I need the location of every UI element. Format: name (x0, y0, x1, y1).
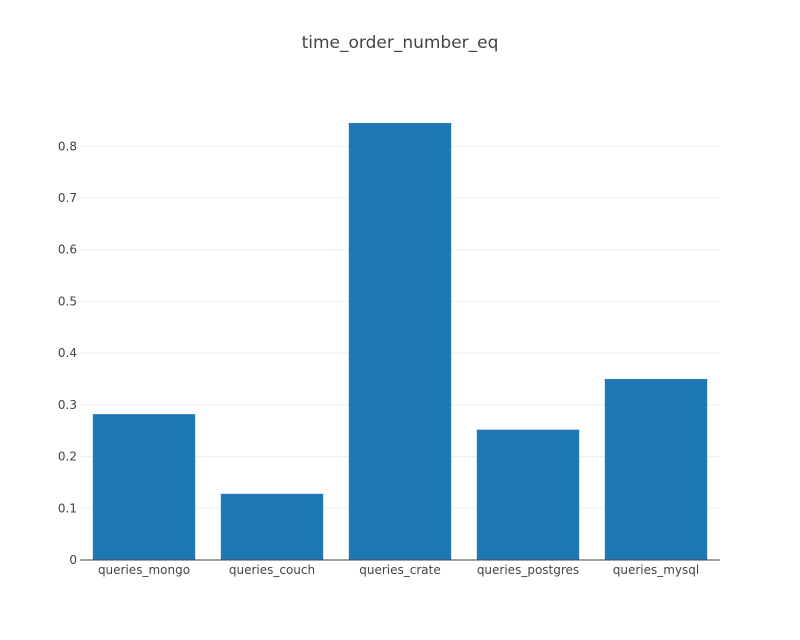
y-tick-label: 0.5 (58, 294, 77, 308)
y-tick-label: 0 (69, 553, 77, 567)
y-tick-label: 0.2 (58, 450, 77, 464)
bar (92, 414, 196, 560)
x-tick-label: queries_couch (229, 563, 315, 577)
x-tick-label: queries_mongo (98, 563, 190, 577)
tick-labels: 0 0.1 0.2 0.3 0.4 0.5 0.6 0.7 0.8 queries_mongo qu… (58, 139, 699, 577)
y-tick-label: 0.1 (58, 501, 77, 515)
y-tick-label: 0.7 (58, 191, 77, 205)
bars (92, 123, 708, 560)
y-tick-label: 0.4 (58, 346, 77, 360)
bar (604, 378, 708, 560)
bar (220, 493, 324, 560)
bar (348, 123, 452, 560)
chart-title: time_order_number_eq (301, 33, 499, 53)
y-tick-label: 0.6 (58, 243, 77, 257)
bar (476, 429, 580, 560)
x-tick-label: queries_crate (359, 563, 440, 577)
x-tick-label: queries_mysql (613, 563, 700, 577)
y-tick-label: 0.3 (58, 398, 77, 412)
y-tick-label: 0.8 (58, 139, 77, 153)
x-tick-label: queries_postgres (477, 563, 579, 577)
